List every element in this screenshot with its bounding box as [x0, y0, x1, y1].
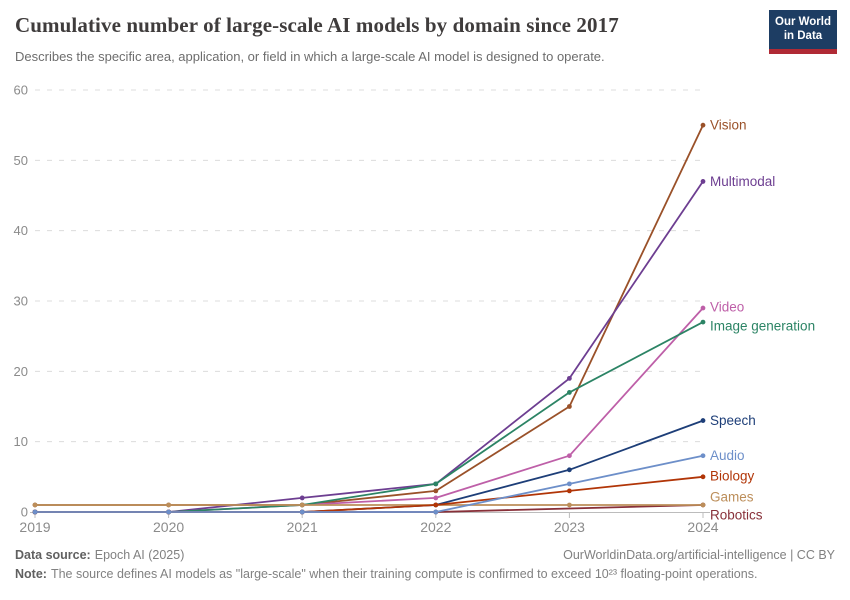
y-tick-label-10: 10 [14, 434, 28, 449]
series-point-games-2023 [567, 502, 572, 508]
note-label: Note: [15, 567, 47, 581]
y-tick-label-60: 60 [14, 83, 28, 98]
x-tick-label-2023: 2023 [554, 519, 585, 535]
series-point-multimodal-2021 [299, 495, 305, 501]
series-point-games-2019 [32, 502, 38, 508]
x-tick-label-2019: 2019 [19, 519, 50, 535]
series-label-robotics: Robotics [710, 507, 763, 522]
x-tick-label-2022: 2022 [420, 519, 451, 535]
y-tick-label-0: 0 [21, 505, 28, 520]
x-tick-label-2024: 2024 [687, 519, 718, 535]
series-label-image-generation: Image generation [710, 319, 815, 334]
series-point-image-generation-2024 [700, 319, 706, 325]
series-point-image-generation-2022 [433, 481, 439, 487]
y-tick-label-30: 30 [14, 294, 28, 309]
owid-logo: Our World in Data [769, 10, 837, 54]
note-text: The source defines AI models as "large-s… [50, 567, 758, 581]
series-point-video-2024 [700, 305, 706, 311]
owid-logo-line2: in Data [783, 30, 823, 43]
series-point-biology-2022 [433, 502, 439, 508]
series-label-games: Games [710, 489, 754, 504]
series-line-vision [34, 124, 704, 506]
series-point-video-2023 [567, 453, 572, 459]
series-label-biology: Biology [710, 468, 755, 483]
series-point-biology-2024 [700, 474, 706, 480]
chart-footer: Data source: Epoch AI (2025) OurWorldinDa… [15, 548, 835, 562]
series-point-audio-2023 [567, 481, 572, 487]
series-point-vision-2024 [700, 122, 706, 128]
series-point-games-2021 [299, 502, 305, 508]
series-point-audio-2022 [433, 509, 439, 515]
series-point-audio-2019 [32, 509, 38, 515]
series-point-audio-2024 [700, 453, 706, 459]
chart-note: Note: The source defines AI models as "la… [15, 567, 835, 581]
series-label-speech: Speech [710, 413, 756, 428]
data-source: Data source: Epoch AI (2025) [15, 548, 184, 562]
series-point-games-2020 [166, 502, 172, 508]
series-point-video-2022 [433, 495, 439, 501]
series-line-audio [34, 454, 704, 513]
x-tick-label-2021: 2021 [287, 519, 318, 535]
series-label-video: Video [710, 300, 744, 315]
series-point-speech-2023 [567, 467, 572, 473]
series-label-multimodal: Multimodal [710, 174, 775, 189]
owid-attribution-link[interactable]: OurWorldinData.org/artificial-intelligen… [563, 548, 835, 562]
series-label-vision: Vision [710, 118, 747, 133]
series-point-biology-2023 [567, 488, 572, 494]
page-title: Cumulative number of large-scale AI mode… [15, 13, 619, 37]
series-point-vision-2023 [567, 404, 572, 409]
data-source-label: Data source: [15, 548, 91, 562]
data-source-value: Epoch AI (2025) [94, 548, 185, 562]
series-point-games-2024 [700, 502, 706, 508]
x-tick-label-2020: 2020 [153, 519, 184, 535]
series-line-image-generation [34, 321, 704, 513]
series-point-speech-2024 [700, 418, 706, 423]
chart-subtitle: Describes the specific area, application… [15, 49, 605, 64]
y-tick-label-50: 50 [14, 153, 28, 168]
y-tick-label-40: 40 [14, 223, 28, 238]
series-point-multimodal-2024 [700, 179, 706, 184]
y-tick-label-20: 20 [14, 364, 28, 379]
series-point-vision-2022 [433, 488, 439, 494]
series-point-audio-2020 [166, 509, 172, 515]
owid-logo-line1: Our World [775, 16, 832, 28]
series-line-video [34, 307, 704, 513]
series-point-image-generation-2023 [567, 390, 572, 395]
series-point-multimodal-2023 [567, 375, 572, 381]
series-label-audio: Audio [710, 448, 745, 463]
series-point-audio-2021 [299, 509, 305, 515]
